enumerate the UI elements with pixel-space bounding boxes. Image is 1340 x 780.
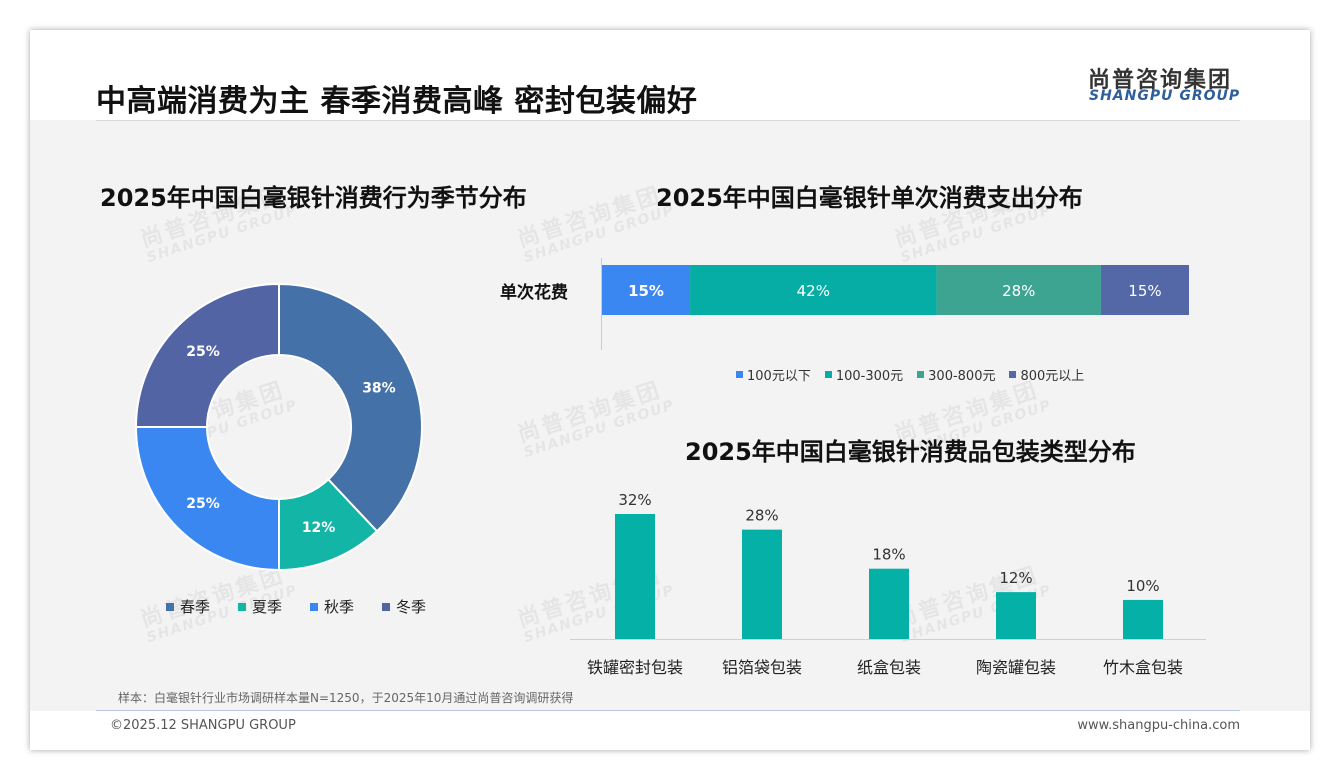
legend-label: 夏季	[252, 598, 283, 616]
package-bar	[742, 529, 782, 639]
package-chart-title: 2025年中国白毫银针消费品包装类型分布	[685, 438, 1136, 466]
package-bar	[996, 592, 1036, 639]
donut-slice-winter	[134, 282, 280, 428]
spend-stacked-bar: 15% 42% 28% 15%	[602, 265, 1189, 315]
legend-swatch	[917, 371, 925, 378]
season-donut-chart: 38% 12% 25% 25%	[134, 282, 423, 572]
spend-segment	[936, 265, 1101, 315]
package-category-label: 铁罐密封包装	[586, 658, 683, 677]
spend-category-label: 单次花费	[500, 283, 568, 303]
legend-label: 秋季	[324, 598, 355, 616]
package-data-label: 18%	[872, 546, 905, 564]
spend-segment	[602, 265, 691, 315]
sample-note: 样本：白毫银针行业市场调研样本量N=1250，于2025年10月通过尚普咨询调研…	[118, 691, 574, 705]
season-chart-title: 2025年中国白毫银针消费行为季节分布	[100, 184, 527, 212]
legend-swatch	[166, 602, 174, 611]
season-legend-item: 夏季	[238, 596, 282, 617]
spend-segment	[690, 265, 937, 315]
season-legend-item: 春季	[166, 596, 210, 617]
header-band	[30, 30, 1310, 120]
footer-band	[30, 711, 1310, 750]
spend-data-label: 42%	[797, 282, 830, 300]
legend-swatch	[382, 602, 391, 611]
header-divider	[96, 120, 1240, 121]
package-category-label: 陶瓷罐包装	[975, 658, 1056, 677]
slide: 中高端消费为主 春季消费高峰 密封包装偏好 尚普咨询集团 SHANGPU GRO…	[30, 30, 1310, 750]
spend-axis-line	[601, 258, 602, 350]
spend-data-label: 15%	[628, 282, 664, 300]
logo-english: SHANGPU GROUP	[1089, 88, 1241, 104]
legend-swatch	[736, 371, 743, 378]
legend-swatch	[1009, 371, 1017, 378]
donut-data-label: 38%	[362, 380, 396, 396]
package-data-label: 32%	[618, 491, 651, 509]
spend-data-label: 28%	[1002, 282, 1035, 300]
package-category-label: 竹木盒包装	[1102, 658, 1183, 677]
legend-label: 300-800元	[928, 369, 996, 384]
donut-data-label: 25%	[186, 496, 220, 512]
spend-legend-item: 100元以下	[736, 365, 811, 384]
donut-data-label: 25%	[186, 344, 220, 360]
package-category-label: 纸盒包装	[856, 658, 921, 677]
package-bar	[1123, 599, 1163, 639]
donut-slice-spring	[278, 282, 423, 533]
spend-legend-item: 100-300元	[824, 365, 904, 384]
season-legend: 春季 夏季 秋季 冬季	[166, 596, 454, 617]
legend-swatch	[238, 602, 247, 611]
legend-label: 春季	[180, 598, 211, 616]
page-title: 中高端消费为主 春季消费高峰 密封包装偏好	[96, 84, 698, 119]
package-bar	[615, 514, 655, 639]
legend-swatch	[824, 371, 832, 378]
logo-chinese: 尚普咨询集团	[1088, 68, 1233, 93]
spend-legend: 100元以下 100-300元 300-800元 800元以上	[736, 365, 1098, 384]
legend-label: 100-300元	[835, 369, 904, 384]
season-legend-item: 冬季	[382, 596, 426, 617]
season-legend-item: 秋季	[310, 596, 354, 617]
legend-label: 100元以下	[747, 369, 811, 384]
legend-label: 冬季	[396, 598, 427, 616]
copyright: ©2025.12 SHANGPU GROUP	[110, 718, 296, 733]
package-data-label: 28%	[745, 507, 778, 525]
spend-chart-title: 2025年中国白毫银针单次消费支出分布	[656, 184, 1083, 212]
donut-data-label: 12%	[302, 520, 336, 536]
package-column-chart: 32% 28% 18% 12% 10%	[570, 491, 1206, 640]
spend-legend-item: 300-800元	[917, 365, 995, 384]
spend-legend-item: 800元以上	[1009, 365, 1084, 384]
package-data-label: 12%	[999, 569, 1032, 587]
package-category-label: 铝箔袋包装	[721, 658, 802, 677]
website-url: www.shangpu-china.com	[1077, 718, 1240, 733]
legend-label: 800元以上	[1020, 369, 1085, 384]
spend-segment	[1100, 265, 1189, 315]
footer-divider	[96, 710, 1240, 711]
donut-slice-autumn	[134, 426, 280, 572]
package-bar	[869, 568, 909, 639]
spend-data-label: 15%	[1128, 282, 1161, 300]
legend-swatch	[310, 602, 319, 611]
package-data-label: 10%	[1126, 577, 1159, 595]
